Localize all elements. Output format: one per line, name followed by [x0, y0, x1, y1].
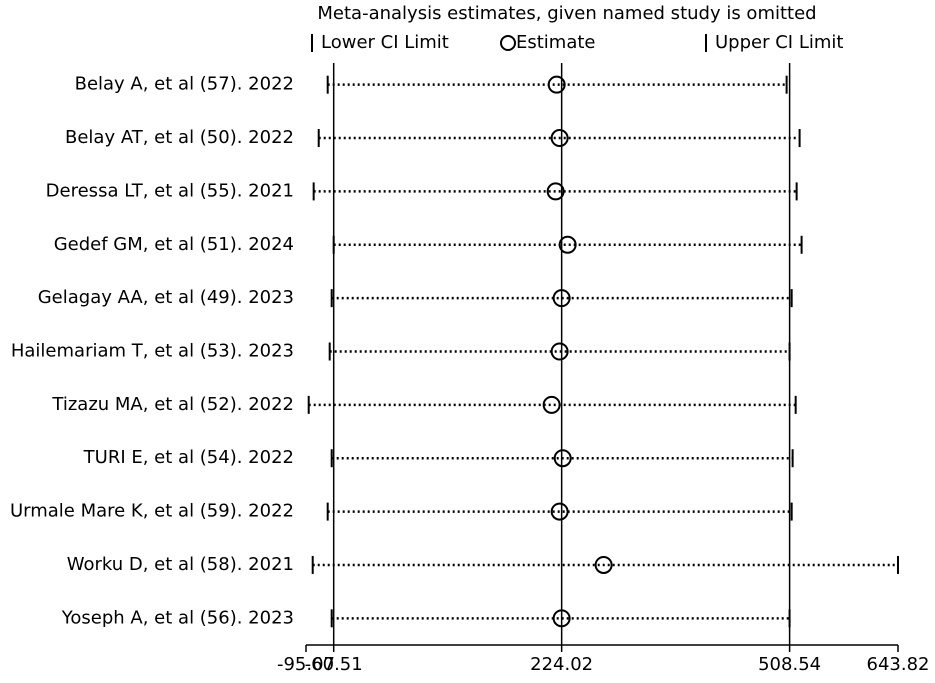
x-tick-label: 224.02: [530, 654, 593, 675]
legend-label: Upper CI Limit: [715, 32, 843, 53]
x-tick-label: 643.82: [867, 654, 930, 675]
y-tick-label: Gedef GM, et al (51). 2024: [54, 234, 294, 255]
x-tick-label: -95.07: [277, 654, 335, 675]
estimate: [547, 75, 566, 94]
legend-label: Estimate: [516, 32, 596, 53]
y-tick-label: Worku D, et al (58). 2021: [67, 554, 294, 575]
estimate: [558, 235, 577, 254]
y-tick-label: Belay A, et al (57). 2022: [75, 74, 294, 95]
y-tick-label: Deressa LT, et al (55). 2021: [46, 180, 294, 201]
y-tick-label: Yoseph A, et al (56). 2023: [61, 607, 294, 628]
y-tick-label: Tizazu MA, et al (52). 2022: [51, 394, 294, 415]
estimate: [550, 129, 569, 148]
x-tick-label: 508.54: [758, 654, 821, 675]
y-tick-label: Hailemariam T, et al (53). 2023: [11, 341, 294, 362]
estimate: [553, 449, 572, 468]
y-tick-label: Urmale Mare K, et al (59). 2022: [10, 501, 294, 522]
estimate: [552, 609, 571, 628]
estimate: [546, 182, 565, 201]
y-tick-label: Belay AT, et al (50). 2022: [65, 127, 294, 148]
y-tick-label: TURI E, et al (54). 2022: [83, 447, 294, 468]
estimate: [594, 555, 613, 574]
chart-title: Meta-analysis estimates, given named stu…: [317, 3, 816, 24]
y-tick-label: Gelagay AA, et al (49). 2023: [38, 287, 294, 308]
estimate: [542, 395, 561, 414]
estimate: [550, 342, 569, 361]
legend-label: Lower CI Limit: [321, 32, 449, 53]
estimate: [552, 289, 571, 308]
estimate: [550, 502, 569, 521]
x-tick-label: -60.51: [305, 654, 363, 675]
legend-symbol: [500, 35, 516, 51]
